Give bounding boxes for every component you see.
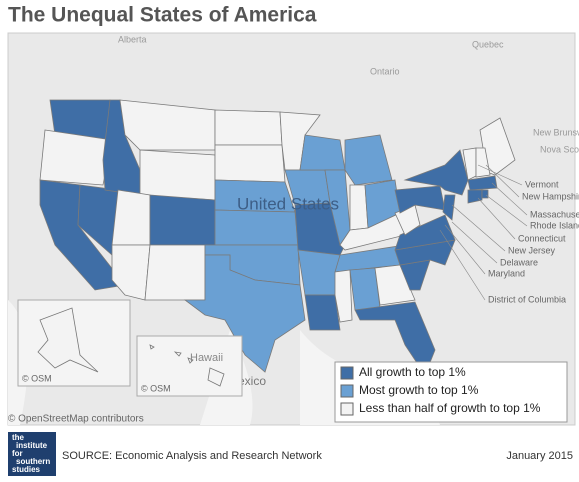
state [183, 254, 306, 373]
state [442, 194, 456, 221]
legend-label: All growth to top 1% [359, 365, 466, 379]
place-label: Alberta [118, 34, 147, 44]
legend-swatch [340, 402, 354, 416]
state [394, 185, 446, 214]
states [39, 99, 516, 376]
state [294, 202, 346, 256]
alaska [37, 307, 99, 373]
place-label: New Brunswick [533, 127, 579, 137]
state [144, 244, 206, 301]
state [475, 147, 491, 178]
legend-box [334, 361, 568, 423]
callout-line [451, 221, 498, 264]
state [149, 194, 216, 246]
state [354, 301, 436, 376]
source: SOURCE: Economic Analysis and Research N… [62, 450, 322, 462]
state [214, 109, 283, 146]
state [39, 129, 113, 186]
hawaii-inset [136, 335, 243, 397]
place-label: Hawaii [190, 352, 223, 364]
callout-lines [439, 164, 528, 301]
state [111, 244, 151, 301]
state [139, 149, 216, 201]
logo-word: southern [16, 457, 50, 466]
state [111, 189, 151, 246]
state [214, 209, 299, 246]
callout-label: District of Columbia [488, 294, 566, 304]
callout-label: Delaware [500, 257, 538, 267]
legend: All growth to top 1% Most growth to top 1… [334, 361, 568, 423]
state [467, 189, 483, 204]
callout-label: Rhode Island [530, 220, 579, 230]
legend-label: Less than half of growth to top 1% [359, 401, 541, 415]
logo-word: institute [16, 441, 48, 450]
callout-label: Maryland [488, 268, 525, 278]
state [304, 294, 341, 331]
callout-line [477, 164, 523, 186]
callout-label: Connecticut [518, 233, 566, 243]
state [403, 149, 469, 196]
inset-credit: © OSM [22, 373, 52, 383]
callout-line [439, 229, 486, 301]
logo-word: for [12, 449, 23, 458]
state [467, 175, 498, 191]
title: The Unequal States of America [8, 4, 317, 27]
legend-swatch [340, 384, 354, 398]
state [299, 134, 346, 171]
callout-line [444, 224, 486, 275]
callout-label: New Hampshire [522, 191, 579, 201]
legend-label: Most growth to top 1% [359, 383, 479, 397]
callout-line [477, 197, 516, 240]
callout-line [491, 182, 528, 216]
state [119, 99, 216, 151]
callouts: Vermont New Hampshire MassachusettsRhode I… [488, 179, 579, 304]
date: January 2015 [506, 450, 573, 462]
logo-word: studies [12, 465, 41, 474]
place-label: Nova Scotia [540, 144, 579, 154]
callout-line [451, 204, 506, 252]
state [344, 134, 393, 186]
place-label: Quebec [472, 39, 504, 49]
place-label: Ontario [370, 66, 400, 76]
inset-credit: © OSM [141, 383, 171, 393]
logo [8, 432, 56, 476]
state [214, 144, 286, 183]
attribution: © OpenStreetMap contributors [8, 414, 144, 425]
callout-label: New Jersey [508, 245, 556, 255]
callout-line [485, 194, 528, 227]
place-label: United States [237, 194, 339, 213]
state [481, 189, 489, 199]
logo-word: the [12, 433, 25, 442]
callout-label: Massachusetts [530, 209, 579, 219]
hawaii [149, 344, 225, 387]
legend-swatch [340, 366, 354, 380]
callout-label: Vermont [525, 179, 559, 189]
state [374, 264, 416, 306]
state [394, 214, 456, 251]
state [297, 249, 341, 296]
callout-line [485, 164, 520, 198]
state [334, 269, 353, 323]
